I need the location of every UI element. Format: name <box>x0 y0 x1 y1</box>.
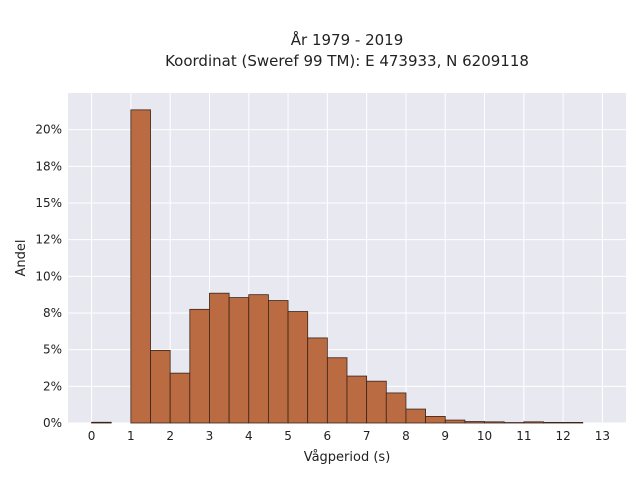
histogram-bar <box>444 419 466 424</box>
histogram-bar <box>268 300 289 424</box>
histogram-bar <box>91 421 112 424</box>
chart-title-line-2: Koordinat (Sweref 99 TM): E 473933, N 62… <box>165 52 529 70</box>
histogram-bar <box>385 392 407 424</box>
histogram-bar <box>228 297 250 424</box>
histogram-bars <box>91 109 584 424</box>
histogram-bar <box>326 357 348 424</box>
x-tick-label: 8 <box>402 429 410 443</box>
y-tick-label: 20% <box>35 123 62 137</box>
x-tick-label: 10 <box>477 429 492 443</box>
histogram-bar <box>464 421 485 424</box>
histogram-bar <box>425 415 446 424</box>
histogram-bar <box>130 109 151 424</box>
histogram-bar <box>562 422 584 424</box>
y-tick-label: 8% <box>43 306 62 320</box>
histogram-bar <box>169 372 191 424</box>
histogram-bar <box>189 308 210 424</box>
histogram-bar <box>307 337 328 424</box>
histogram-bar <box>150 349 171 424</box>
histogram-bar <box>287 311 309 424</box>
x-tick-label: 0 <box>88 429 96 443</box>
x-tick-label: 13 <box>595 429 610 443</box>
histogram-bar <box>405 408 426 424</box>
x-tick-label: 6 <box>324 429 332 443</box>
x-tick-label: 2 <box>166 429 174 443</box>
x-tick-label: 9 <box>441 429 449 443</box>
x-tick-label: 1 <box>127 429 135 443</box>
y-tick-label: 18% <box>35 159 62 173</box>
chart-title-line-1: År 1979 - 2019 <box>291 30 404 49</box>
x-tick-label: 7 <box>363 429 371 443</box>
x-tick-label: 4 <box>245 429 253 443</box>
x-tick-label: 3 <box>206 429 214 443</box>
histogram-bar <box>366 380 387 424</box>
histogram-bar <box>248 294 269 424</box>
x-tick-label: 12 <box>555 429 570 443</box>
histogram-bar <box>543 422 564 424</box>
y-axis-ticks: 0% 2% 5% 8% 10% 12% 15% 18% 20% <box>35 123 62 430</box>
x-tick-label: 5 <box>284 429 292 443</box>
y-tick-label: 2% <box>43 379 62 393</box>
y-axis-label: Andel <box>14 240 29 277</box>
histogram-bar <box>209 292 230 424</box>
y-tick-label: 12% <box>35 233 62 247</box>
x-axis-label: Vågperiod (s) <box>304 450 391 465</box>
histogram-bar <box>523 421 544 424</box>
histogram-bar <box>346 375 368 424</box>
y-tick-label: 5% <box>43 343 62 357</box>
y-tick-label: 10% <box>35 269 62 283</box>
y-tick-label: 0% <box>43 416 62 430</box>
y-tick-label: 15% <box>35 196 62 210</box>
x-axis-ticks: 0 1 2 3 4 5 6 7 8 9 10 11 12 13 <box>88 429 610 443</box>
x-tick-label: 11 <box>516 429 531 443</box>
histogram-bar <box>484 421 505 424</box>
